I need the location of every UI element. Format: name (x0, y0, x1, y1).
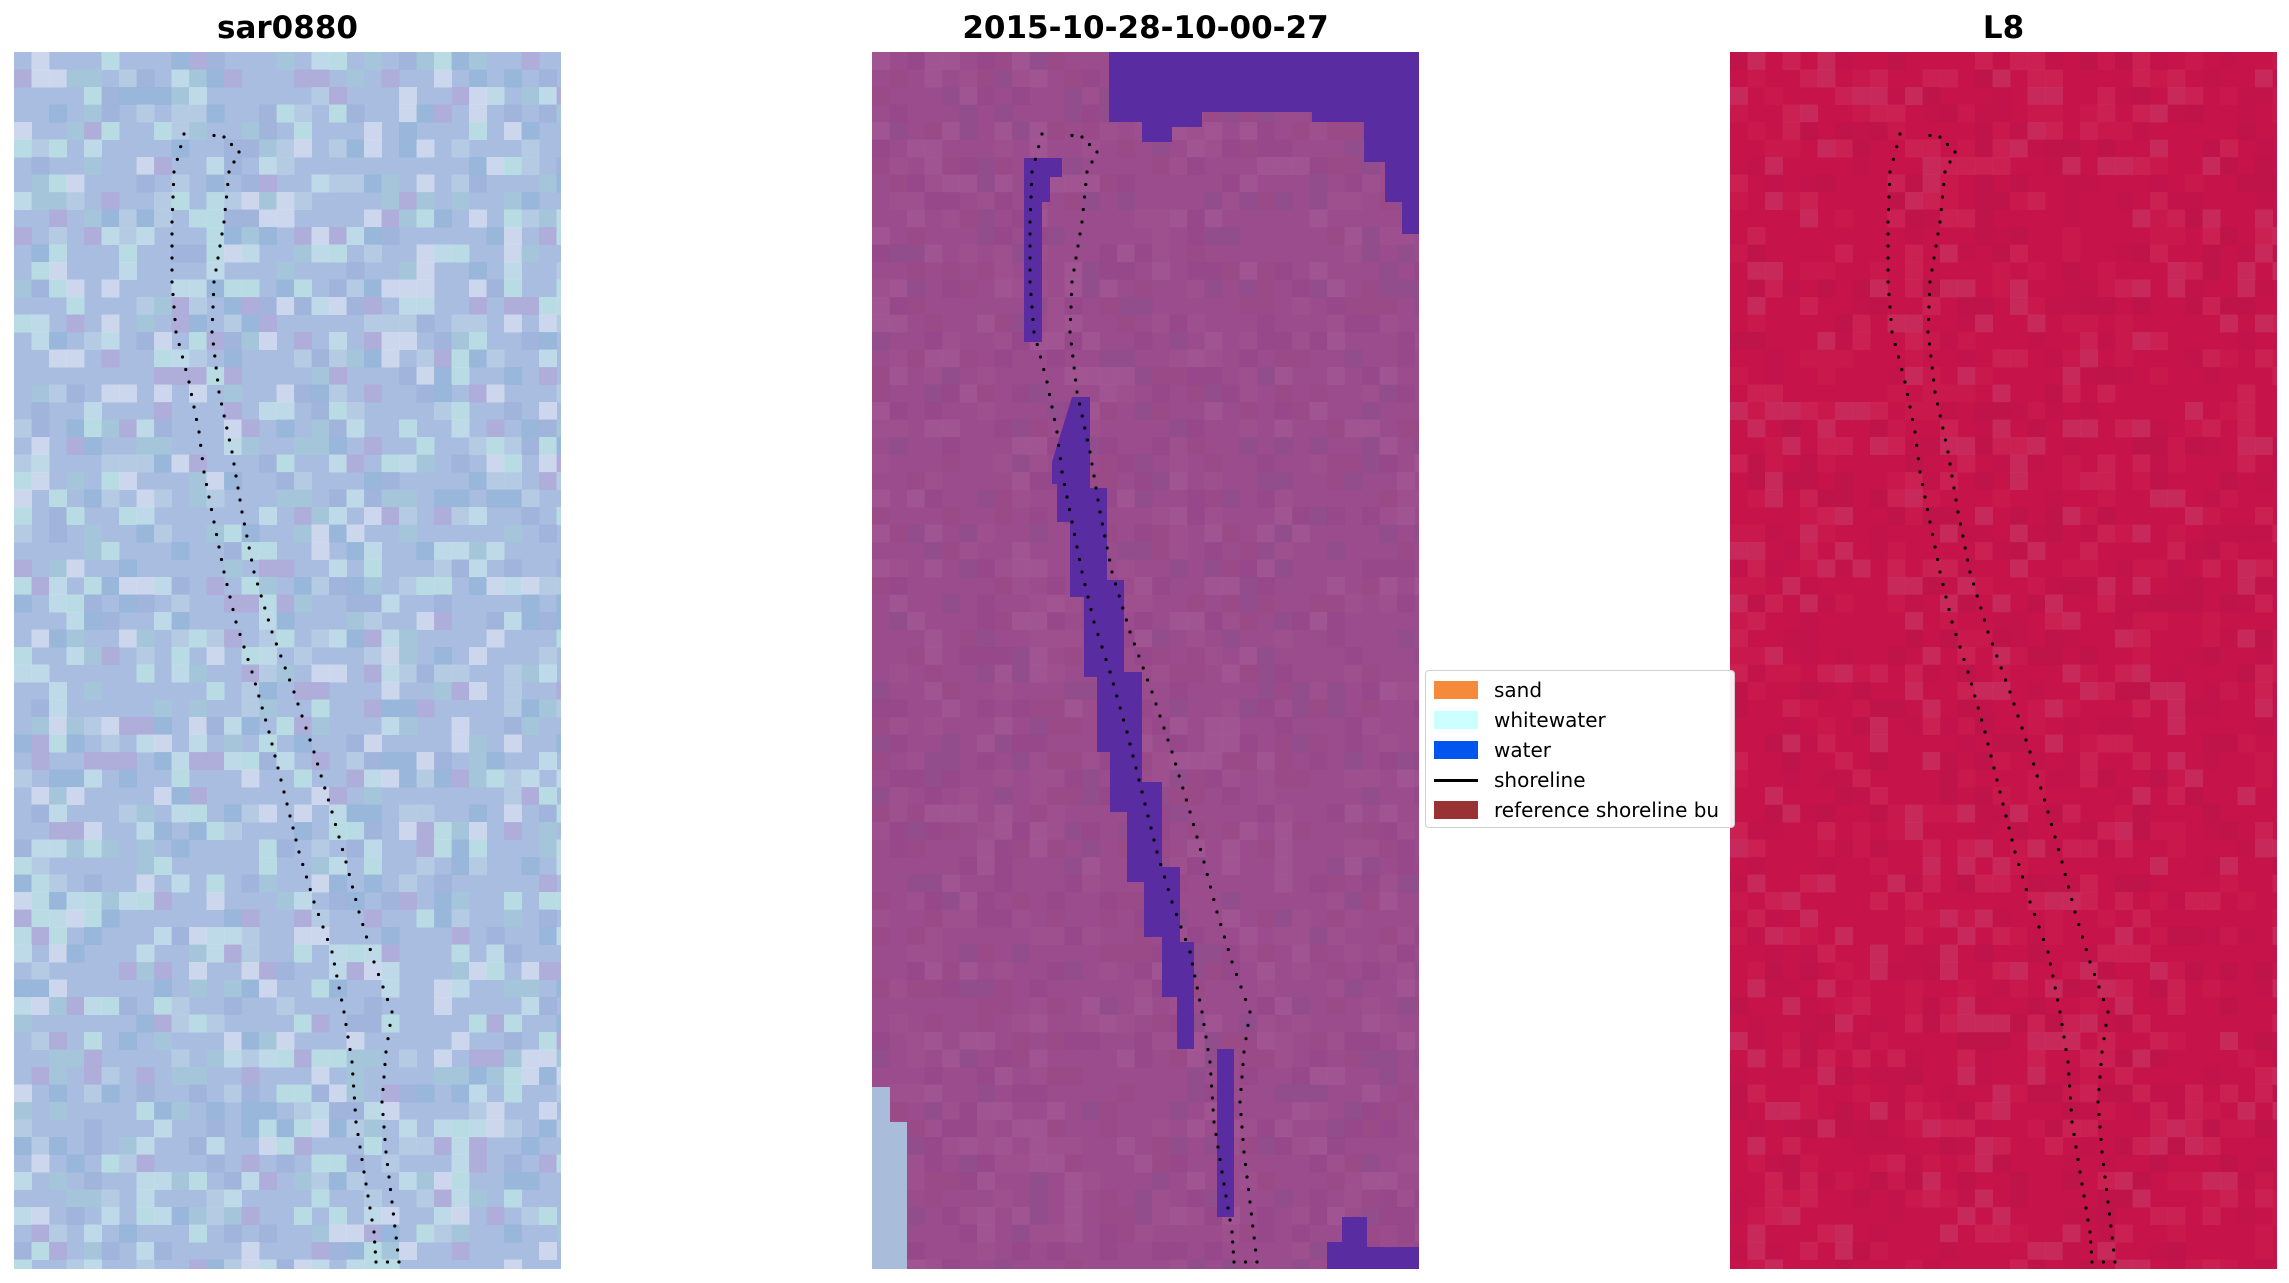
classified-image-svg (872, 52, 1419, 1269)
satellite-image-l8 (1730, 52, 2277, 1269)
classified-image (872, 52, 1419, 1269)
panel-title-2: 2015-10-28-10-00-27 (962, 10, 1329, 46)
legend-label-water: water (1494, 738, 1551, 762)
legend-item-shoreline: shoreline (1434, 765, 1586, 795)
legend-label-sand: sand (1494, 678, 1543, 702)
water-channel-lower (1217, 1049, 1234, 1217)
legend-label-whitewater: whitewater (1494, 708, 1606, 732)
legend-item-water: water (1434, 735, 1551, 765)
water-region-top (1109, 52, 1419, 234)
water-region-bottom (1327, 1217, 1419, 1269)
water-channel-main (1052, 397, 1194, 1049)
panel-title-1: sar0880 (217, 10, 358, 46)
rgb-image-svg (14, 52, 561, 1269)
panel-title-3: L8 (1982, 10, 2025, 46)
legend-label-shoreline: shoreline (1494, 768, 1586, 792)
legend-label-reference-shoreline: reference shoreline bu (1494, 798, 1720, 822)
legend-swatch-reference-shoreline (1434, 801, 1478, 819)
legend-swatch-whitewater (1434, 711, 1478, 729)
unclassified-corner (872, 1087, 907, 1269)
legend-swatch-sand (1434, 681, 1478, 699)
legend-swatch-water (1434, 741, 1478, 759)
legend-item-sand: sand (1434, 675, 1542, 705)
satellite-image-rgb (14, 52, 561, 1269)
legend-item-reference-shoreline: reference shoreline bu (1434, 795, 1719, 825)
legend-line-shoreline (1434, 778, 1478, 782)
l8-image-svg (1730, 52, 2277, 1269)
water-channel-upper (1024, 158, 1062, 342)
legend: sand whitewater water shoreline referenc… (1425, 670, 1735, 828)
legend-item-whitewater: whitewater (1434, 705, 1606, 735)
